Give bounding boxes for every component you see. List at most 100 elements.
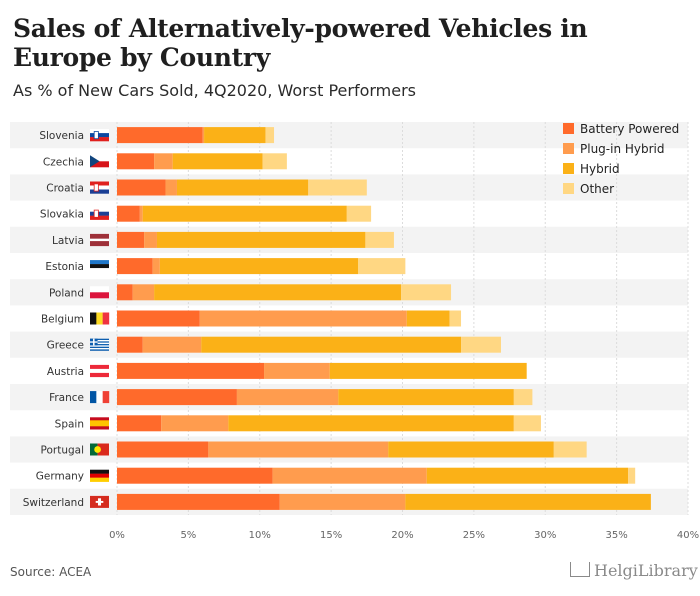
x-tick-label: 15% xyxy=(320,530,342,541)
bar-hybrid xyxy=(142,205,347,222)
bar-other xyxy=(401,284,452,301)
legend-swatch xyxy=(563,123,574,134)
estonia-flag-icon xyxy=(90,260,109,273)
bar-hybrid xyxy=(204,127,266,144)
source-note: Source: ACEA xyxy=(10,565,92,579)
bar-hybrid xyxy=(154,284,402,301)
category-label: Switzerland xyxy=(23,497,84,509)
category-label: Austria xyxy=(47,366,84,378)
bar-plug-in-hybrid xyxy=(272,467,427,484)
portugal-flag-icon xyxy=(90,443,109,456)
bar-battery-powered xyxy=(117,441,209,458)
slovenia-flag-icon xyxy=(90,129,109,142)
x-tick-label: 10% xyxy=(249,530,271,541)
bar-other xyxy=(449,310,462,327)
bar-hybrid xyxy=(176,179,309,196)
bar-plug-in-hybrid xyxy=(264,362,330,379)
bar-other xyxy=(461,336,501,353)
austria-flag-icon xyxy=(90,364,109,378)
chart-subtitle: As % of New Cars Sold, 4Q2020, Worst Per… xyxy=(13,81,417,100)
germany-flag-icon xyxy=(90,469,109,482)
bar-battery-powered xyxy=(117,310,200,327)
legend-label: Other xyxy=(580,182,614,196)
bar-plug-in-hybrid xyxy=(142,336,202,353)
bar-plug-in-hybrid xyxy=(236,389,339,406)
greece-flag-icon xyxy=(90,338,109,351)
category-label: Belgium xyxy=(41,314,84,326)
x-tick-label: 20% xyxy=(391,530,413,541)
bar-plug-in-hybrid xyxy=(208,441,389,458)
belgium-flag-icon xyxy=(90,312,110,325)
bar-battery-powered xyxy=(117,467,273,484)
bar-other xyxy=(265,127,275,144)
bar-battery-powered xyxy=(117,179,166,196)
category-label: France xyxy=(49,392,84,404)
bar-plug-in-hybrid xyxy=(202,127,205,144)
x-tick-label: 25% xyxy=(463,530,485,541)
logo-text: HelgiLibrary xyxy=(594,561,698,580)
bar-battery-powered xyxy=(117,258,153,275)
category-label: Germany xyxy=(36,471,84,483)
legend-swatch xyxy=(563,163,574,174)
bar-plug-in-hybrid xyxy=(165,179,177,196)
bar-plug-in-hybrid xyxy=(161,415,229,432)
bar-battery-powered xyxy=(117,362,265,379)
category-label: Slovenia xyxy=(39,130,84,142)
category-label: Czechia xyxy=(43,156,84,168)
bar-hybrid xyxy=(172,153,263,170)
legend-label: Battery Powered xyxy=(580,122,679,136)
x-tick-label: 35% xyxy=(606,530,628,541)
category-label: Slovakia xyxy=(40,209,84,221)
legend-label: Hybrid xyxy=(580,162,620,176)
bar-hybrid xyxy=(156,231,366,248)
library-icon xyxy=(570,562,590,577)
bar-other xyxy=(365,231,394,248)
bar-plug-in-hybrid xyxy=(144,231,157,248)
category-label: Estonia xyxy=(45,261,84,273)
bar-other xyxy=(513,389,533,406)
bar-hybrid xyxy=(426,467,629,484)
x-tick-label: 40% xyxy=(677,530,699,541)
x-tick-label: 0% xyxy=(109,530,125,541)
helgilibrary-logo: HelgiLibrary xyxy=(570,561,698,580)
x-tick-label: 5% xyxy=(180,530,196,541)
bar-hybrid xyxy=(406,310,450,327)
category-label: Greece xyxy=(47,340,84,352)
category-label: Poland xyxy=(49,287,84,299)
spain-flag-icon xyxy=(90,417,109,430)
slovakia-flag-icon xyxy=(90,207,109,220)
bar-battery-powered xyxy=(117,127,203,144)
bar-battery-powered xyxy=(117,205,140,222)
bar-battery-powered xyxy=(117,231,145,248)
stacked-bar-chart: 0% 5% 10% 15% 20% 25% 30% 35% 40% Slovenia Czechia… xyxy=(10,122,699,541)
bar-battery-powered xyxy=(117,389,237,406)
bar-plug-in-hybrid xyxy=(199,310,407,327)
bar-battery-powered xyxy=(117,153,155,170)
bar-battery-powered xyxy=(117,336,143,353)
bar-other xyxy=(262,153,287,170)
bar-plug-in-hybrid xyxy=(279,493,406,510)
bar-other xyxy=(308,179,367,196)
poland-flag-icon xyxy=(90,286,109,299)
bar-hybrid xyxy=(338,389,514,406)
bar-other xyxy=(553,441,587,458)
legend-swatch xyxy=(563,143,574,154)
bar-other xyxy=(346,205,372,222)
switzerland-flag-icon xyxy=(90,495,109,508)
bar-hybrid xyxy=(405,493,651,510)
legend-swatch xyxy=(563,183,574,194)
croatia-flag-icon xyxy=(90,181,109,194)
czechia-flag-icon xyxy=(90,155,109,168)
chart-title: Sales of Alternatively-powered Vehicles … xyxy=(13,14,588,72)
bar-plug-in-hybrid xyxy=(154,153,173,170)
bar-plug-in-hybrid xyxy=(152,258,160,275)
legend-label: Plug-in Hybrid xyxy=(580,142,665,156)
bar-other xyxy=(513,415,541,432)
bar-hybrid xyxy=(329,362,527,379)
bar-plug-in-hybrid xyxy=(139,205,143,222)
bar-other xyxy=(358,258,406,275)
france-flag-icon xyxy=(90,391,110,404)
category-label: Croatia xyxy=(46,183,84,195)
x-tick-label: 30% xyxy=(534,530,556,541)
bar-battery-powered xyxy=(117,284,133,301)
